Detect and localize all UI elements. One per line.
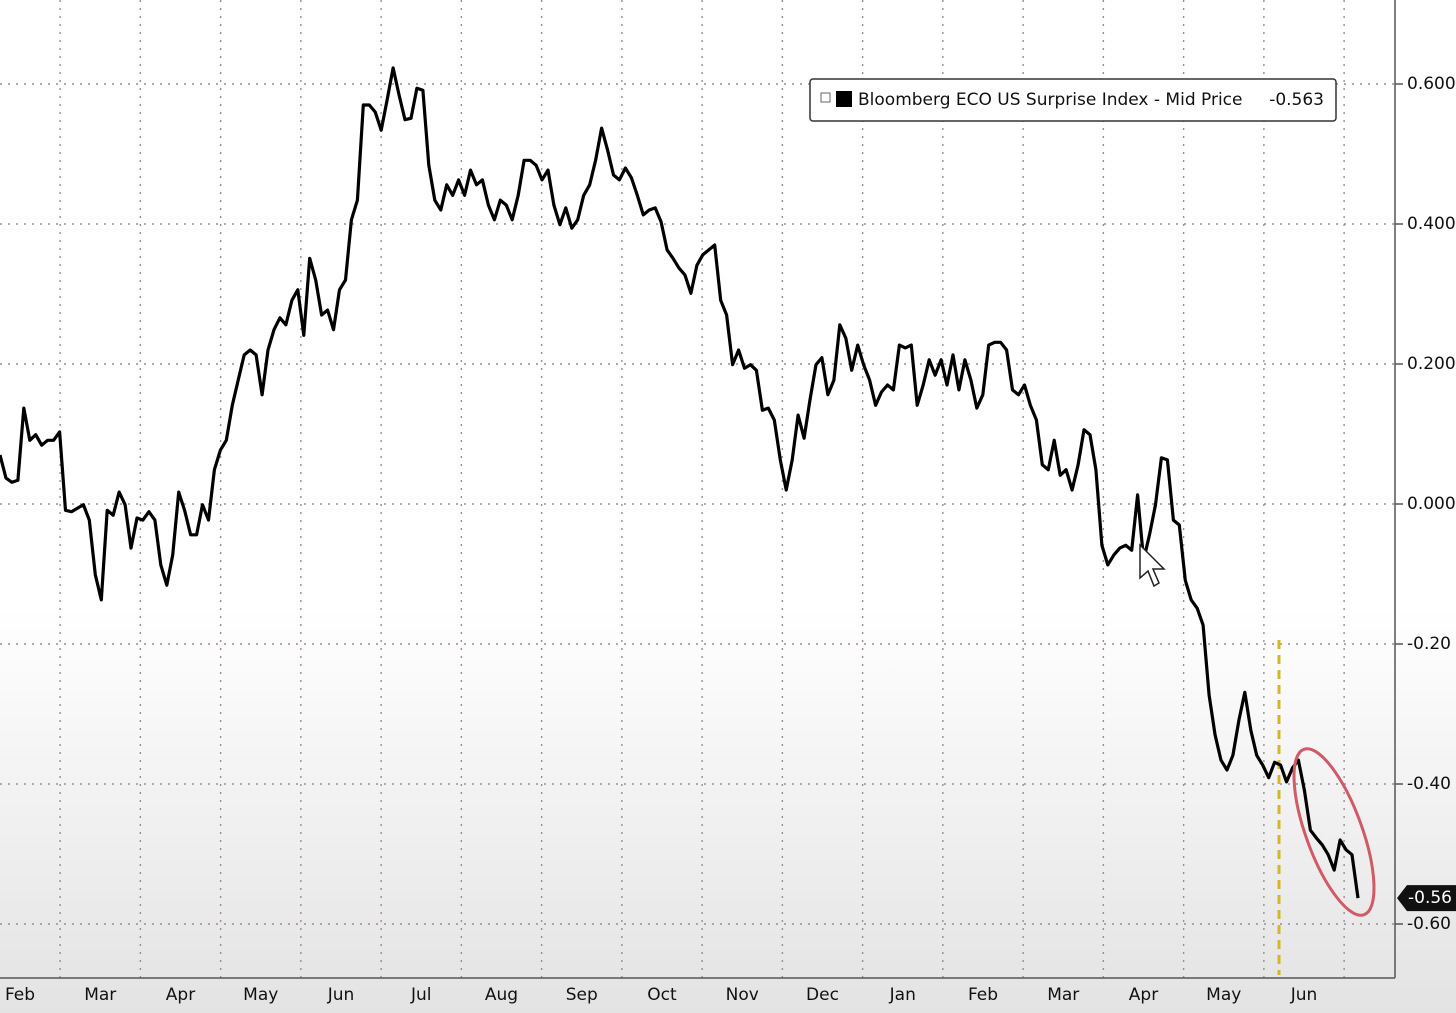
x-tick-label: Feb — [5, 985, 35, 1005]
plot — [0, 66, 1360, 899]
x-tick-label: May — [243, 985, 278, 1005]
y-tick-label: 0.400 — [1407, 214, 1456, 234]
legend-swatch — [836, 91, 852, 107]
x-tick-label: May — [1206, 985, 1241, 1005]
last-value-label: -0.56 — [1408, 888, 1452, 908]
y-tick-label: 0.600 — [1407, 74, 1456, 94]
line-series — [0, 66, 1360, 899]
x-tick-label: Mar — [1047, 985, 1079, 1005]
grid — [0, 0, 1395, 978]
y-tick-label: -0.40 — [1407, 774, 1451, 794]
cursor — [1139, 543, 1166, 588]
x-tick-label: Apr — [166, 985, 195, 1005]
x-tick-label: Jul — [410, 985, 432, 1005]
legend-label: Bloomberg ECO US Surprise Index - Mid Pr… — [858, 90, 1243, 110]
legend-toggle[interactable] — [820, 92, 831, 103]
x-tick-label: Aug — [485, 985, 518, 1005]
y-tick-label: -0.60 — [1407, 914, 1451, 934]
highlight-ellipse — [1292, 747, 1376, 917]
x-tick-label: Jun — [1290, 985, 1318, 1005]
y-tick-label: 0.000 — [1407, 494, 1456, 514]
x-tick-label: Jan — [889, 985, 916, 1005]
x-tick-label: Jun — [327, 985, 355, 1005]
legend-box — [809, 78, 1337, 122]
x-tick-label: Sep — [566, 985, 598, 1005]
x-tick-label: Feb — [968, 985, 998, 1005]
x-tick-label: Apr — [1129, 985, 1158, 1005]
x-tick-label: Mar — [84, 985, 116, 1005]
last-value-box — [1397, 885, 1456, 912]
x-tick-label: Nov — [726, 985, 759, 1005]
y-tick-label: -0.20 — [1407, 634, 1451, 654]
x-tick-label: Dec — [806, 985, 839, 1005]
y-tick-label: 0.200 — [1407, 354, 1456, 374]
legend-value: -0.563 — [1269, 90, 1324, 110]
legend: Bloomberg ECO US Surprise Index - Mid Pr… — [809, 78, 1337, 122]
x-tick-label: Oct — [647, 985, 677, 1005]
